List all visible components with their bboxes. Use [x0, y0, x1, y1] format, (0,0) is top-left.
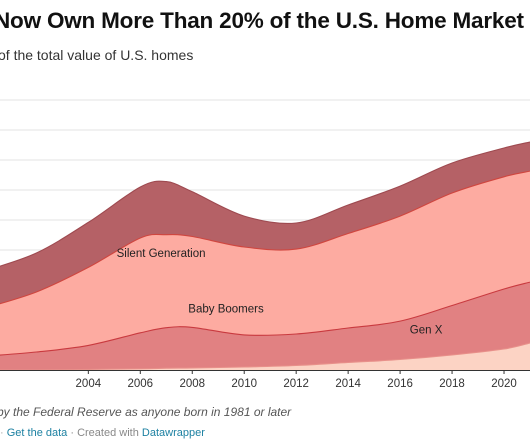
series-line	[0, 281, 530, 356]
chart-title: Now Own More Than 20% of the U.S. Home M…	[0, 8, 524, 33]
x-tick-label: 2006	[127, 378, 153, 390]
chart-notes: by the Federal Reserve as anyone born in…	[0, 405, 292, 419]
series-label: Baby Boomers	[188, 303, 264, 315]
series-label: Silent Generation	[117, 248, 206, 260]
x-tick-label: 2014	[335, 378, 361, 390]
area-youngest	[0, 343, 530, 371]
datawrapper-link[interactable]: Datawrapper	[141, 427, 205, 439]
series-label: Gen X	[410, 325, 443, 337]
area-gen-x	[0, 282, 530, 370]
footer-separator: ·	[0, 427, 4, 439]
area-baby-boomers	[0, 171, 530, 370]
x-tick-label: 2016	[387, 378, 413, 390]
get-data-link[interactable]: Get the data	[6, 427, 68, 439]
series-line	[0, 141, 530, 267]
x-tick-label: 2012	[283, 378, 309, 390]
chart-subtitle: of the total value of U.S. homes	[0, 47, 194, 63]
x-tick-label: 2008	[179, 378, 205, 390]
chart-footer: · Get the data · Created with Datawrappe…	[0, 427, 205, 439]
x-tick-label: 2004	[76, 378, 102, 390]
x-tick-label: 2010	[231, 378, 257, 390]
series-line	[0, 170, 530, 305]
x-tick-label: 2018	[439, 378, 465, 390]
created-with-text: · Created with	[70, 427, 139, 439]
x-tick-label: 2020	[491, 378, 517, 390]
series-line	[0, 342, 530, 371]
